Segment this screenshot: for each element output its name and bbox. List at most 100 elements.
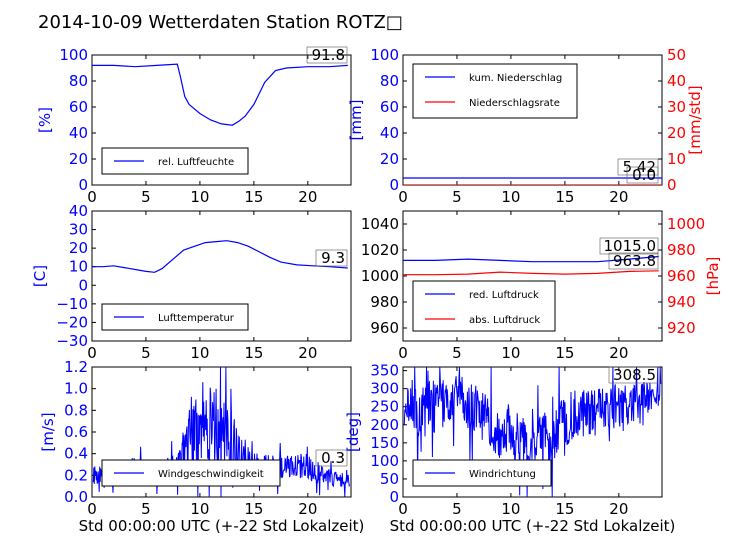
y-tick-label: 350 [370,362,399,380]
series-line-1 [92,240,348,273]
legend-label: abs. Luftdruck [469,315,540,326]
y-tick-label: 0.4 [64,445,88,463]
y-tick-label: 10 [69,258,88,276]
y2-axis-label: [mm/std] [686,85,704,154]
value-annotation: 0.3 [321,449,345,467]
x-tick-label: 0 [398,188,408,206]
y2-axis-label: [hPa] [704,257,722,296]
plot-frame [91,210,352,342]
x-tick-label: 15 [244,500,263,518]
y-tick-label: 100 [59,46,88,64]
x-tick-label: 5 [141,500,151,518]
y2-tick-label: 940 [667,293,696,311]
x-tick-label: 20 [609,188,628,206]
y-tick-label: 20 [69,150,88,168]
y-tick-label: 60 [69,98,88,116]
value-annotation-box [599,237,659,255]
value-annotation: 308.5 [613,366,656,384]
x-tick-label: 0 [87,188,97,206]
value-annotation: 1015.0 [604,237,657,255]
y2-tick-label: 40 [667,72,686,90]
y-tick-label: 80 [380,72,399,90]
y-tick-label: 50 [380,470,399,488]
x-tick-label: 0 [87,500,97,518]
y-tick-label: 40 [69,124,88,142]
x-tick-label: 15 [244,188,263,206]
y-tick-label: 20 [380,150,399,168]
y-tick-label: 60 [380,98,399,116]
y-tick-label: 40 [380,124,399,142]
plot-frame [402,366,663,498]
x-tick-label: 15 [244,344,263,362]
y2-tick-label: 10 [667,150,686,168]
y-axis-label: [deg] [344,412,362,452]
x-tick-label: 5 [452,500,462,518]
legend-label: Niederschlagsrate [469,98,560,109]
x-tick-label: 5 [141,188,151,206]
x-tick-label: 0 [398,344,408,362]
y2-tick-label: 920 [667,319,696,337]
value-annotation: 91.8 [312,46,345,64]
y-tick-label: 40 [69,202,88,220]
legend-label: rel. Luftfeuchte [158,157,234,168]
value-annotation: 0.0 [632,166,656,184]
value-annotation: 963.8 [613,252,656,270]
plot-frame [91,54,352,186]
y-tick-label: 1.2 [64,358,88,376]
panel-temperature: 0 5 10 15 20−30−20−10010203040[C]Lufttempera… [31,202,352,362]
value-annotation-box [306,46,348,64]
legend-box [412,280,556,332]
value-annotation-box [608,252,659,270]
series-line-1 [403,255,659,263]
x-tick-label: 10 [501,188,520,206]
y-tick-label: 0 [78,176,88,194]
y-tick-label: 1040 [361,215,399,233]
x-tick-label: 10 [190,500,209,518]
y-tick-label: 0.8 [64,401,88,419]
y2-tick-label: 30 [667,98,686,116]
y2-tick-label: 980 [667,241,696,259]
y-tick-label: 960 [370,319,399,337]
y-tick-label: 80 [69,72,88,90]
figure-title: 2014-10-09 Wetterdaten Station ROTZ□ [38,12,403,33]
y-tick-label: 1000 [361,267,399,285]
panel-pressure: 0 5 10 15 20 960 980 1000 1020 1040 920 940 960 980 10… [361,210,722,362]
x-tick-label: 15 [555,500,574,518]
y-axis-label: [mm] [347,100,365,141]
x-tick-label: 5 [452,344,462,362]
x-tick-label: 10 [190,344,209,362]
legend-box [412,63,578,119]
y-tick-label: 1.0 [64,380,88,398]
y-axis-label: [m/s] [39,412,57,451]
legend-label: Windgeschwindigkeit [158,469,264,480]
y-tick-label: 0.2 [64,466,88,484]
y2-tick-label: 0 [667,176,677,194]
x-tick-label: 20 [298,344,317,362]
y-axis-label: [%] [36,107,54,133]
y2-tick-label: 1000 [667,215,705,233]
x-tick-label: 5 [141,344,151,362]
x-tick-label: 10 [501,344,520,362]
y-tick-label: 20 [69,239,88,257]
y-tick-label: 300 [370,380,399,398]
series-line-1 [403,367,662,497]
value-annotation-box [315,249,348,267]
x-tick-label: 15 [555,344,574,362]
value-annotation: 9.3 [321,249,345,267]
y-tick-label: 0.6 [64,423,88,441]
panel-humidity: 0 5 10 15 20 0 20 40 60 80 100 [%] rel. Luftfeuchte 9… [36,46,352,206]
value-annotation-box [608,366,659,384]
legend-label: Lufttemperatur [158,313,235,324]
legend-label: red. Luftdruck [469,290,539,301]
legend-label: Windrichtung [469,469,536,480]
y-tick-label: −30 [56,332,88,350]
y-tick-label: 980 [370,293,399,311]
x-axis-label: Std 00:00:00 UTC (+-22 Std Lokalzeit) [79,517,365,535]
x-tick-label: 0 [398,500,408,518]
x-tick-label: 20 [609,500,628,518]
y2-tick-label: 960 [667,267,696,285]
x-tick-label: 10 [501,500,520,518]
value-annotation-box [315,449,348,467]
